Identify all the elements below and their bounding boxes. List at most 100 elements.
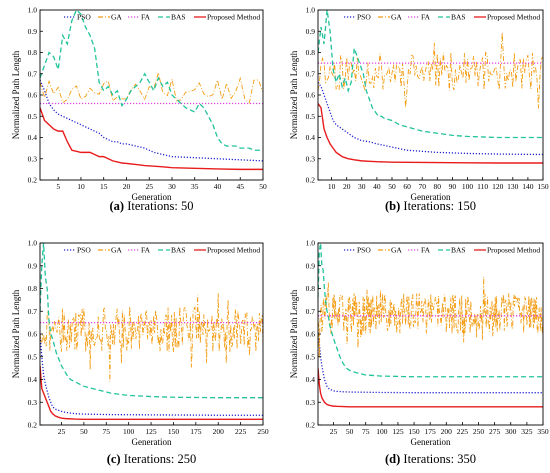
legend-entry-pso: PSO [77,246,91,255]
y-tick-label: 0.2 [306,421,316,430]
x-tick-label: 100 [123,427,135,436]
x-tick-label: 20 [123,182,131,191]
series-group [318,243,543,408]
y-tick-label: 1.0 [28,6,38,15]
y-axis-label: Normalized Path Length [289,50,299,139]
x-tick-label: 110 [477,182,488,191]
panel-caption: (b) Iterations: 150 [385,199,476,213]
series-line-bas [318,243,543,378]
x-axis-label: Generation [411,437,451,447]
y-tick-label: 0.3 [28,398,38,407]
y-tick-label: 0.7 [306,307,316,316]
x-tick-label: 100 [376,427,388,436]
series-line-proposed-method [40,365,263,421]
y-tick-label: 0.6 [28,91,38,100]
series-group [318,10,543,164]
x-tick-label: 70 [418,182,426,191]
series-line-ga [40,293,263,382]
x-tick-label: 300 [505,427,517,436]
y-tick-label: 0.5 [28,112,38,121]
plot-frame [317,242,544,426]
panel-caption-letter: (a) [109,199,124,213]
x-tick-label: 200 [213,427,225,436]
panel-caption-text: Iterations: 50 [124,199,193,213]
x-tick-label: 10 [328,182,336,191]
series-line-proposed-method [40,107,263,171]
y-tick-label: 0.8 [306,284,316,293]
panel-caption-letter: (b) [385,199,400,213]
panel-caption: (c) Iterations: 250 [107,452,197,466]
y-tick-label: 0.7 [28,69,38,78]
x-tick-label: 325 [521,427,533,436]
x-tick-label: 25 [330,427,338,436]
y-tick-label: 0.3 [306,154,316,163]
x-tick-label: 140 [522,182,534,191]
y-tick-label: 1.0 [306,239,316,248]
y-tick-label: 0.4 [28,133,38,142]
x-tick-label: 10 [77,182,85,191]
y-tick-label: 0.9 [28,261,38,270]
legend-entry-ga: GA [391,13,402,22]
x-tick-label: 50 [346,427,354,436]
legend-entry-ga: GA [111,13,122,22]
x-tick-label: 150 [168,427,180,436]
y-tick-label: 1.0 [28,239,38,248]
legend-entry-bas: BAS [451,13,466,22]
y-axis-label: Normalized Path Length [11,50,21,139]
series-line-pso [318,81,543,156]
x-tick-label: 275 [489,427,501,436]
y-tick-label: 0.6 [306,91,316,100]
x-tick-label: 200 [441,427,453,436]
y-axis-label: Normalized Path Length [289,289,299,378]
y-tick-label: 0.2 [28,176,38,185]
panel-caption-letter: (c) [107,452,121,466]
legend-entry-proposed-method: Proposed Method [487,246,540,255]
x-tick-label: 250 [473,427,485,436]
x-tick-label: 30 [358,182,366,191]
x-tick-label: 80 [434,182,442,191]
series-line-pso [40,333,263,416]
legend-entry-bas: BAS [171,246,186,255]
legend-entry-fa: FA [141,13,151,22]
panel-caption: (d) Iterations: 350 [385,452,476,466]
y-tick-label: 0.7 [306,69,316,78]
chart-panel-b: 0.2 0.3 0.4 0.5 0.6 0.7 0.8 0.9 1.0 10 20 30 40 50 60 7… [289,6,549,214]
x-tick-label: 20 [343,182,351,191]
panel-caption-text: Iterations: 150 [400,199,476,213]
chart-panel-c: 0.2 0.3 0.4 0.5 0.6 0.7 0.8 0.9 1.0 25 50 75 100 125 1… [11,239,269,467]
legend-entry-bas: BAS [171,13,186,22]
legend-entry-pso: PSO [357,246,371,255]
y-tick-label: 0.6 [28,330,38,339]
series-line-bas [40,10,263,151]
series-group [40,243,263,421]
panel-caption: (a) Iterations: 50 [109,199,193,213]
series-line-bas [318,10,543,139]
x-tick-label: 130 [507,182,519,191]
x-tick-label: 175 [190,427,202,436]
series-line-bas [40,243,263,399]
series-line-pso [318,329,543,394]
x-tick-label: 25 [145,182,153,191]
y-tick-label: 0.5 [28,352,38,361]
y-tick-label: 0.5 [306,112,316,121]
x-axis-label: Generation [132,192,172,202]
y-tick-label: 0.8 [306,48,316,57]
y-tick-label: 0.4 [28,375,38,384]
y-tick-label: 0.3 [28,154,38,163]
x-tick-label: 30 [168,182,176,191]
x-axis-label: Generation [132,437,172,447]
x-tick-label: 75 [103,427,111,436]
x-tick-label: 90 [449,182,457,191]
legend-entry-fa: FA [421,246,431,255]
panel-caption-text: Iterations: 250 [121,452,197,466]
x-tick-label: 125 [145,427,157,436]
y-tick-label: 0.8 [28,48,38,57]
x-tick-label: 25 [58,427,66,436]
y-tick-label: 0.9 [306,261,316,270]
x-tick-label: 50 [388,182,396,191]
legend-entry-pso: PSO [77,13,91,22]
series-line-pso [40,79,263,162]
x-tick-label: 50 [80,427,88,436]
x-axis-label: Generation [411,192,451,202]
